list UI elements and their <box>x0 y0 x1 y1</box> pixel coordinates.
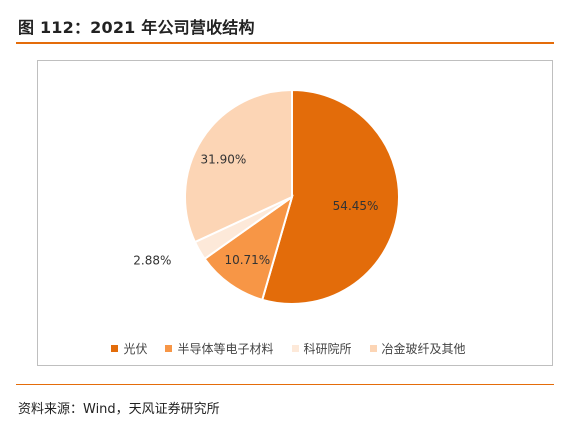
legend-label: 科研院所 <box>303 342 352 356</box>
legend-swatch <box>369 345 377 352</box>
pie-slices <box>184 88 400 305</box>
legend-item-research: 科研院所 <box>291 340 352 357</box>
legend-label: 冶金玻纤及其他 <box>381 342 466 356</box>
figure-title: 图 112：2021 年公司营收结构 <box>18 18 255 37</box>
chart-frame <box>37 60 553 366</box>
source-note: 资料来源：Wind，天风证券研究所 <box>18 402 220 417</box>
source-divider <box>16 384 554 385</box>
legend-swatch <box>165 345 173 352</box>
title-divider <box>16 42 554 44</box>
legend-item-metallurgy: 冶金玻纤及其他 <box>369 340 466 357</box>
legend-item-pv: 光伏 <box>111 340 147 357</box>
pie-slice-1 <box>261 88 400 305</box>
legend-label: 半导体等电子材料 <box>177 342 274 356</box>
legend-label: 光伏 <box>123 342 148 356</box>
legend-item-semiconductor: 半导体等电子材料 <box>165 340 274 357</box>
chart-legend: 光伏 半导体等电子材料 科研院所 冶金玻纤及其他 <box>0 340 577 357</box>
slice-data-label: 31.90% <box>200 153 246 167</box>
legend-swatch <box>291 345 299 352</box>
pie-labels: 54.45% 10.71% 2.88% 31.90% <box>133 153 378 268</box>
legend-swatch <box>111 345 119 352</box>
pie-slice-2 <box>203 194 294 302</box>
slice-data-label: 54.45% <box>333 199 379 213</box>
pie-slice-4 <box>184 88 293 244</box>
slice-data-label: 10.71% <box>224 253 270 267</box>
slice-data-label: 2.88% <box>133 254 171 268</box>
